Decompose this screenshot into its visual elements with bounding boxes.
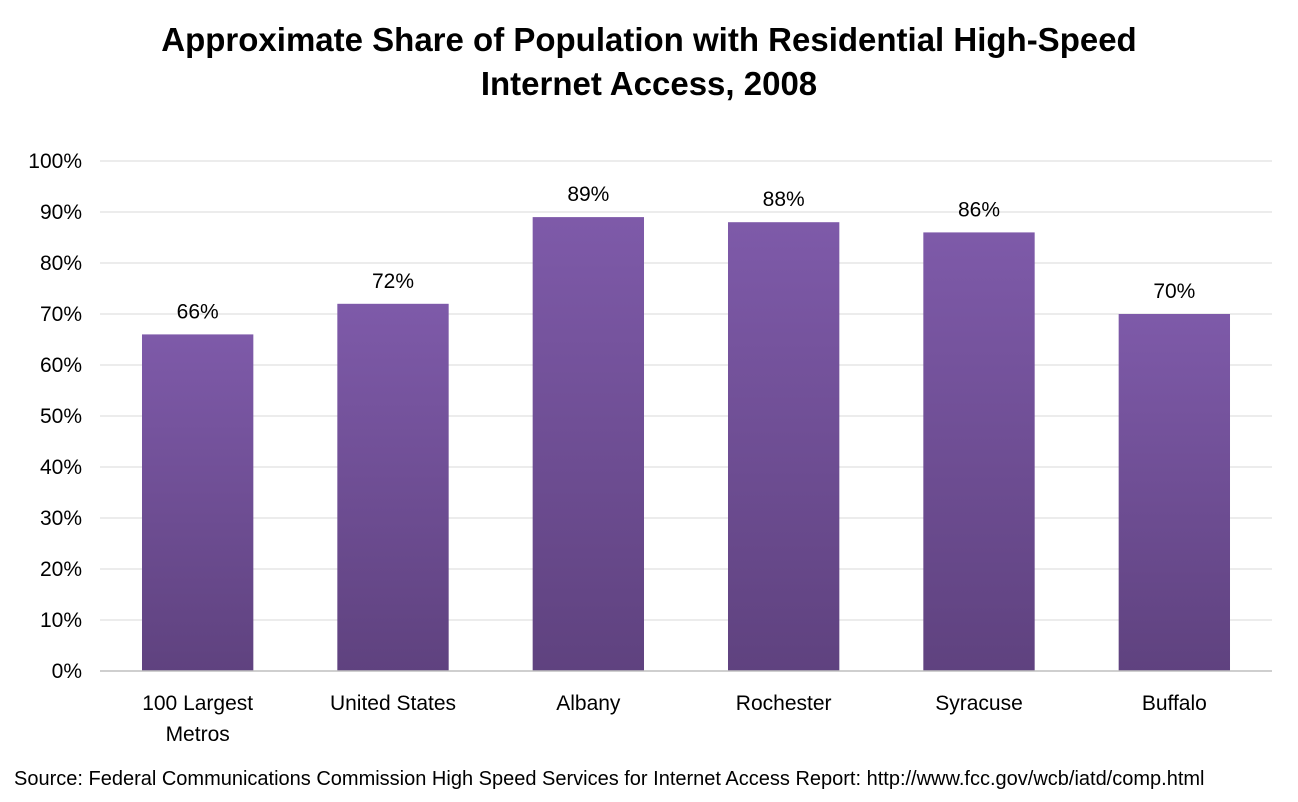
bar <box>141 334 254 671</box>
bar <box>727 222 840 671</box>
bar <box>532 217 645 671</box>
bar <box>1118 314 1231 671</box>
y-tick-label: 40% <box>40 456 82 479</box>
y-tick-label: 0% <box>52 660 82 683</box>
x-tick-label: United States <box>330 692 456 715</box>
x-tick-label: 100 Largest <box>142 692 253 715</box>
x-tick-label: Rochester <box>736 692 832 715</box>
gridlines <box>100 160 1272 621</box>
y-tick-label: 90% <box>40 201 82 224</box>
x-tick-label: Albany <box>556 692 621 715</box>
data-label: 66% <box>177 300 219 323</box>
y-tick-label: 10% <box>40 609 82 632</box>
bar <box>337 303 449 671</box>
data-label: 88% <box>763 188 805 211</box>
x-tick-label: Buffalo <box>1142 692 1207 715</box>
x-tick-label: Syracuse <box>935 692 1023 715</box>
data-label: 70% <box>1153 280 1195 303</box>
bars <box>141 217 1231 671</box>
data-label: 72% <box>372 270 414 293</box>
chart-title-line-1: Approximate Share of Population with Res… <box>161 21 1137 58</box>
y-tick-label: 50% <box>40 405 82 428</box>
y-tick-label: 60% <box>40 354 82 377</box>
y-tick-label: 70% <box>40 303 82 326</box>
chart-title: Approximate Share of Population with Res… <box>0 18 1298 106</box>
y-tick-label: 30% <box>40 507 82 530</box>
bar <box>923 232 1035 671</box>
data-label: 86% <box>958 198 1000 221</box>
y-tick-label: 80% <box>40 252 82 275</box>
x-tick-label: Metros <box>166 723 230 746</box>
source-note: Source: Federal Communications Commissio… <box>14 768 1205 790</box>
chart-title-line-2: Internet Access, 2008 <box>480 65 818 102</box>
labels: 0% 10% 20% 30% 40% 50% 60% 70% 80% 90% 100% 66% 100 … <box>28 150 1207 746</box>
data-label: 89% <box>567 183 609 206</box>
y-tick-label: 100% <box>28 150 82 173</box>
y-tick-label: 20% <box>40 558 82 581</box>
